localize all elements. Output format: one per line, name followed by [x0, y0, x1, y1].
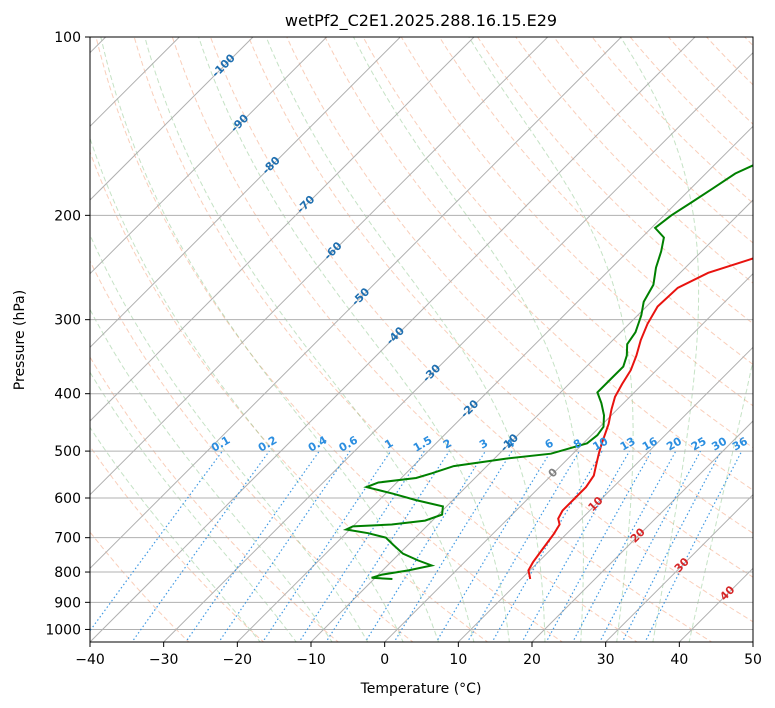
mixing-ratio-line [325, 450, 450, 642]
y-tick-label: 500 [54, 444, 81, 460]
moist-adiabat-line [90, 233, 369, 642]
x-axis-label: Temperature (°C) [360, 681, 482, 697]
dry-adiabat-line [133, 37, 638, 642]
x-tick-label: −20 [223, 652, 253, 668]
dry-adiabat-line [95, 37, 564, 642]
isotherm-line [90, 37, 475, 422]
dry-adiabat-line [286, 37, 753, 534]
isotherm-line [384, 272, 753, 642]
isotherm-line [605, 493, 753, 642]
y-tick-label: 400 [54, 387, 81, 403]
isotherm-line [531, 420, 753, 642]
mixing-ratio-line [90, 450, 223, 632]
x-tick-label: 40 [670, 652, 688, 668]
x-tick-label: −40 [75, 652, 105, 668]
isotherm-line [236, 125, 753, 642]
mixing-ratio-line [572, 450, 677, 642]
moist-adiabat-line [100, 37, 440, 642]
moist-adiabat-line [198, 37, 510, 642]
plot-frame [89, 36, 754, 643]
isotherm-line [90, 37, 549, 496]
moist-adiabat-line [688, 358, 753, 642]
y-tick-label: 100 [54, 30, 81, 46]
moist-adiabat-line [90, 426, 261, 642]
dewpoint-profile-line [342, 164, 753, 580]
y-tick-label: 1000 [45, 622, 81, 638]
isotherm-line [90, 37, 401, 349]
dry-adiabat-line [248, 37, 753, 578]
y-axis-label: Pressure (hPa) [12, 290, 28, 390]
dry-adiabat-line [90, 531, 190, 642]
y-tick-label: 700 [54, 531, 81, 547]
axes: −40 −30 −20 −10 0 10 20 30 40 50 100 200 300 400 500 60… [45, 30, 762, 668]
x-tick-label: 50 [744, 652, 762, 668]
dry-adiabat-line [324, 37, 753, 491]
isotherm-line [90, 37, 254, 201]
mixing-ratio-line [545, 450, 653, 642]
x-tick-label: −10 [296, 652, 326, 668]
moist-adiabat-line [90, 136, 404, 642]
dry-adiabat-line [515, 37, 753, 284]
moist-adiabat-line [144, 37, 475, 642]
x-tick-label: 10 [449, 652, 467, 668]
isotherm-line [90, 37, 622, 570]
mixing-ratio-line [599, 450, 702, 642]
mixing-ratio-line [218, 450, 351, 642]
moist-adiabat-line [265, 37, 546, 642]
mixing-ratio-line [131, 450, 270, 642]
y-tick-label: 200 [54, 208, 81, 224]
chart-title: wetPf2_C2E1.2025.288.16.15.E29 [285, 11, 557, 31]
dry-adiabat-line [400, 37, 753, 407]
x-tick-label: 20 [523, 652, 541, 668]
dry-adiabat-line [90, 259, 414, 642]
dry-adiabat-line [90, 356, 340, 642]
isotherm-line [90, 37, 696, 642]
moist-adiabat-line [90, 308, 333, 642]
dry-adiabat-line [171, 37, 713, 642]
y-tick-label: 900 [54, 595, 81, 611]
y-tick-label: 800 [54, 565, 81, 581]
mixing-ratio-line [435, 450, 552, 642]
isotherm-line [310, 199, 753, 642]
moist-adiabat-line [620, 37, 700, 642]
x-tick-label: −30 [149, 652, 179, 668]
plot-area [90, 37, 753, 642]
isotherm-line [90, 37, 328, 275]
isotherm-line [457, 346, 753, 642]
y-tick-label: 300 [54, 313, 81, 329]
mixing-ratio-line [364, 450, 486, 642]
dry-adiabat-line [438, 37, 753, 366]
moist-adiabat-line [353, 37, 584, 642]
x-tick-label: 0 [380, 652, 389, 668]
isotherm-line [163, 51, 753, 642]
moist-adiabat-line [468, 37, 634, 642]
mixing-ratio-line [262, 450, 392, 642]
x-tick-label: 30 [597, 652, 615, 668]
mixing-ratio-line [185, 450, 320, 642]
y-tick-label: 600 [54, 491, 81, 507]
moist-adiabat-line [90, 371, 297, 642]
temperature-profile-line [527, 257, 753, 580]
